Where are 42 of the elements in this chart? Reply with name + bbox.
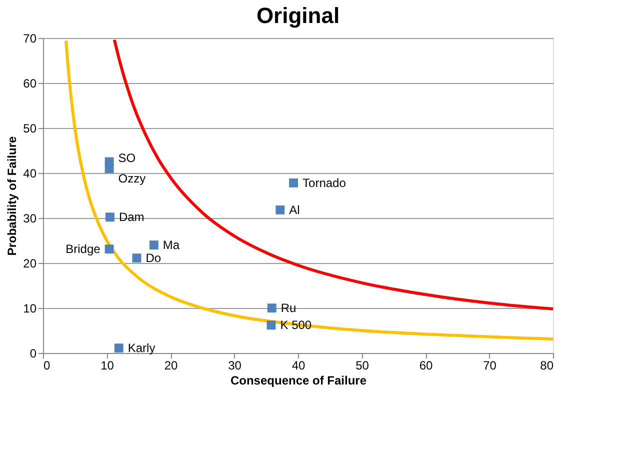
point <box>104 244 114 254</box>
y-tick-label: 10 <box>23 302 37 316</box>
y-tick-label: 70 <box>23 32 37 46</box>
point <box>276 205 285 214</box>
y-tick-label: 40 <box>23 166 37 180</box>
x-tick-label: 80 <box>540 358 554 372</box>
point <box>266 320 276 330</box>
point <box>289 178 298 188</box>
annotation: Do <box>146 251 162 266</box>
x-tick-label: 40 <box>292 358 306 372</box>
annotation: Tornado <box>302 176 346 190</box>
annotation: Ozzy <box>118 172 146 186</box>
x-tick-label: 10 <box>100 358 114 372</box>
line-series <box>64 39 554 341</box>
point <box>104 164 114 173</box>
annotation: Al <box>289 202 300 217</box>
annotation: Ru <box>280 301 296 315</box>
y-tick-label: 30 <box>23 212 37 226</box>
y-tick-label: 0 <box>30 346 37 360</box>
x-axis-title: Consequence of Failure <box>230 374 367 388</box>
annotation: SO <box>118 150 136 165</box>
y-axis-title: Probability of Failure <box>5 136 20 256</box>
y-tick-label: 50 <box>23 122 37 136</box>
annotation: Ma <box>162 238 180 252</box>
x-tick-label: 30 <box>228 358 242 372</box>
annotation: Karly <box>128 341 156 356</box>
x-tick-label: 0 <box>44 358 50 372</box>
y-tick-label: 20 <box>23 256 37 270</box>
x-tick-label: 20 <box>164 358 178 372</box>
line-series <box>112 38 554 310</box>
point <box>114 344 124 353</box>
point <box>267 304 276 312</box>
x-tick-label: 60 <box>419 358 433 372</box>
point <box>132 254 142 263</box>
point <box>105 212 114 222</box>
y-tick-label: 60 <box>23 76 37 90</box>
x-tick-label: 70 <box>483 358 497 372</box>
point <box>149 240 158 250</box>
x-tick-label: 50 <box>356 358 370 372</box>
annotation: Bridge <box>66 242 101 256</box>
annotation: Dam <box>118 210 144 224</box>
chart-title: Original <box>256 3 340 28</box>
